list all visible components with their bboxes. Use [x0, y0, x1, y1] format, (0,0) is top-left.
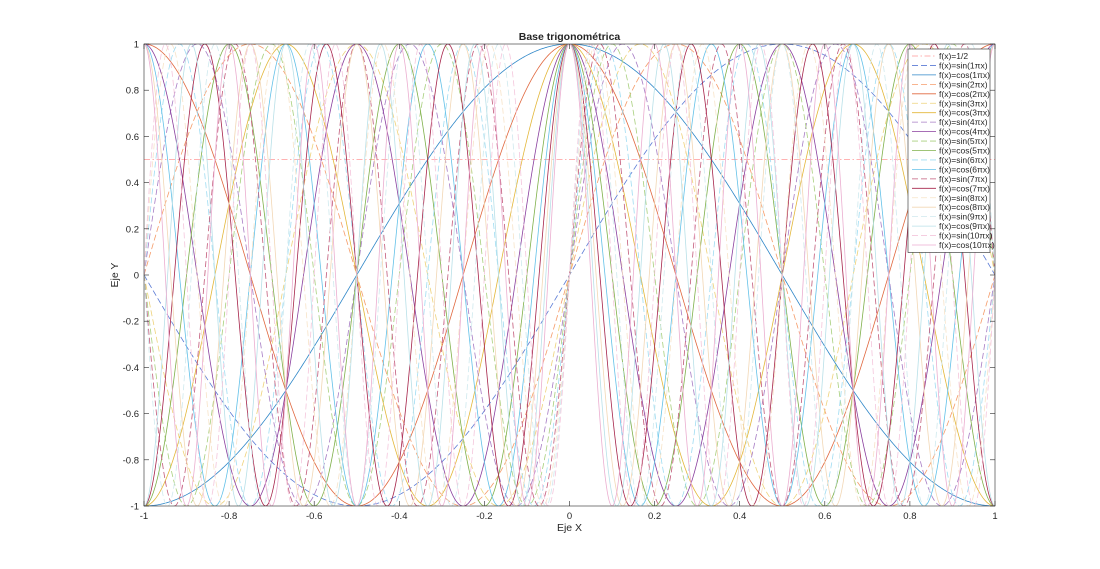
y-tick-label: 0.6	[126, 132, 139, 143]
x-tick-label: 0.8	[903, 511, 916, 522]
legend-label: f(x)=sin(2πx)	[939, 79, 988, 89]
x-tick-label: -0.2	[476, 511, 492, 522]
x-tick-label: -0.4	[391, 511, 407, 522]
y-tick-label: 0.8	[126, 86, 139, 97]
series-layer	[144, 44, 995, 506]
x-tick-label: -0.6	[306, 511, 322, 522]
legend-label: f(x)=cos(6πx)	[939, 164, 990, 174]
series-line-19	[144, 44, 995, 506]
legend-label: f(x)=cos(5πx)	[939, 146, 990, 156]
y-tick-label: 0.2	[126, 224, 139, 235]
legend-label: f(x)=cos(2πx)	[939, 89, 990, 99]
x-axis-title: Eje X	[557, 522, 582, 534]
y-tick-label: 1	[134, 40, 139, 51]
x-tick-label: -0.8	[221, 511, 237, 522]
y-tick-label: -0.6	[123, 409, 139, 420]
legend-label: f(x)=cos(1πx)	[939, 70, 990, 80]
legend-label: f(x)=sin(5πx)	[939, 136, 988, 146]
y-tick-label: -0.2	[123, 317, 139, 328]
y-tick-label: 0	[134, 271, 139, 282]
legend-label: f(x)=cos(4πx)	[939, 127, 990, 137]
legend-label: f(x)=sin(9πx)	[939, 212, 988, 222]
x-tick-label: 0.4	[733, 511, 746, 522]
y-tick-label: -1	[131, 502, 139, 513]
legend-label: f(x)=cos(10πx)	[939, 240, 995, 250]
legend-label: f(x)=sin(6πx)	[939, 155, 988, 165]
y-tick-label: -0.4	[123, 363, 139, 374]
legend-label: f(x)=cos(3πx)	[939, 108, 990, 118]
plot-title: Base trigonométrica	[519, 31, 621, 43]
y-axis-title: Eje Y	[109, 263, 121, 288]
legend-label: f(x)=cos(8πx)	[939, 202, 990, 212]
legend-label: f(x)=sin(8πx)	[939, 193, 988, 203]
legend-label: f(x)=sin(10πx)	[939, 231, 993, 241]
legend-label: f(x)=sin(4πx)	[939, 117, 988, 127]
x-tick-label: 0	[567, 511, 572, 522]
series-line-20	[144, 44, 995, 506]
y-tick-label: -0.8	[123, 455, 139, 466]
legend-label: f(x)=sin(3πx)	[939, 98, 988, 108]
legend-label: f(x)=sin(7πx)	[939, 174, 988, 184]
legend-label: f(x)=1/2	[939, 51, 968, 61]
y-axis: -1 -0.8 -0.6 -0.4 -0.2 0 0.2 0.4 0.6 0.8 1	[123, 40, 995, 513]
legend: f(x)=1/2f(x)=sin(1πx)f(x)=cos(1πx)f(x)=s…	[907, 48, 995, 253]
y-tick-label: 0.4	[126, 178, 139, 189]
x-tick-label: 0.2	[648, 511, 661, 522]
x-tick-label: 1	[992, 511, 997, 522]
x-tick-label: -1	[140, 511, 148, 522]
legend-label: f(x)=cos(7πx)	[939, 183, 990, 193]
x-tick-label: 0.6	[818, 511, 831, 522]
legend-label: f(x)=sin(1πx)	[939, 60, 988, 70]
legend-label: f(x)=cos(9πx)	[939, 221, 990, 231]
x-axis: -1 -0.8 -0.6 -0.4 -0.2 0 0.2 0.4 0.6 0.8 1	[140, 44, 998, 522]
